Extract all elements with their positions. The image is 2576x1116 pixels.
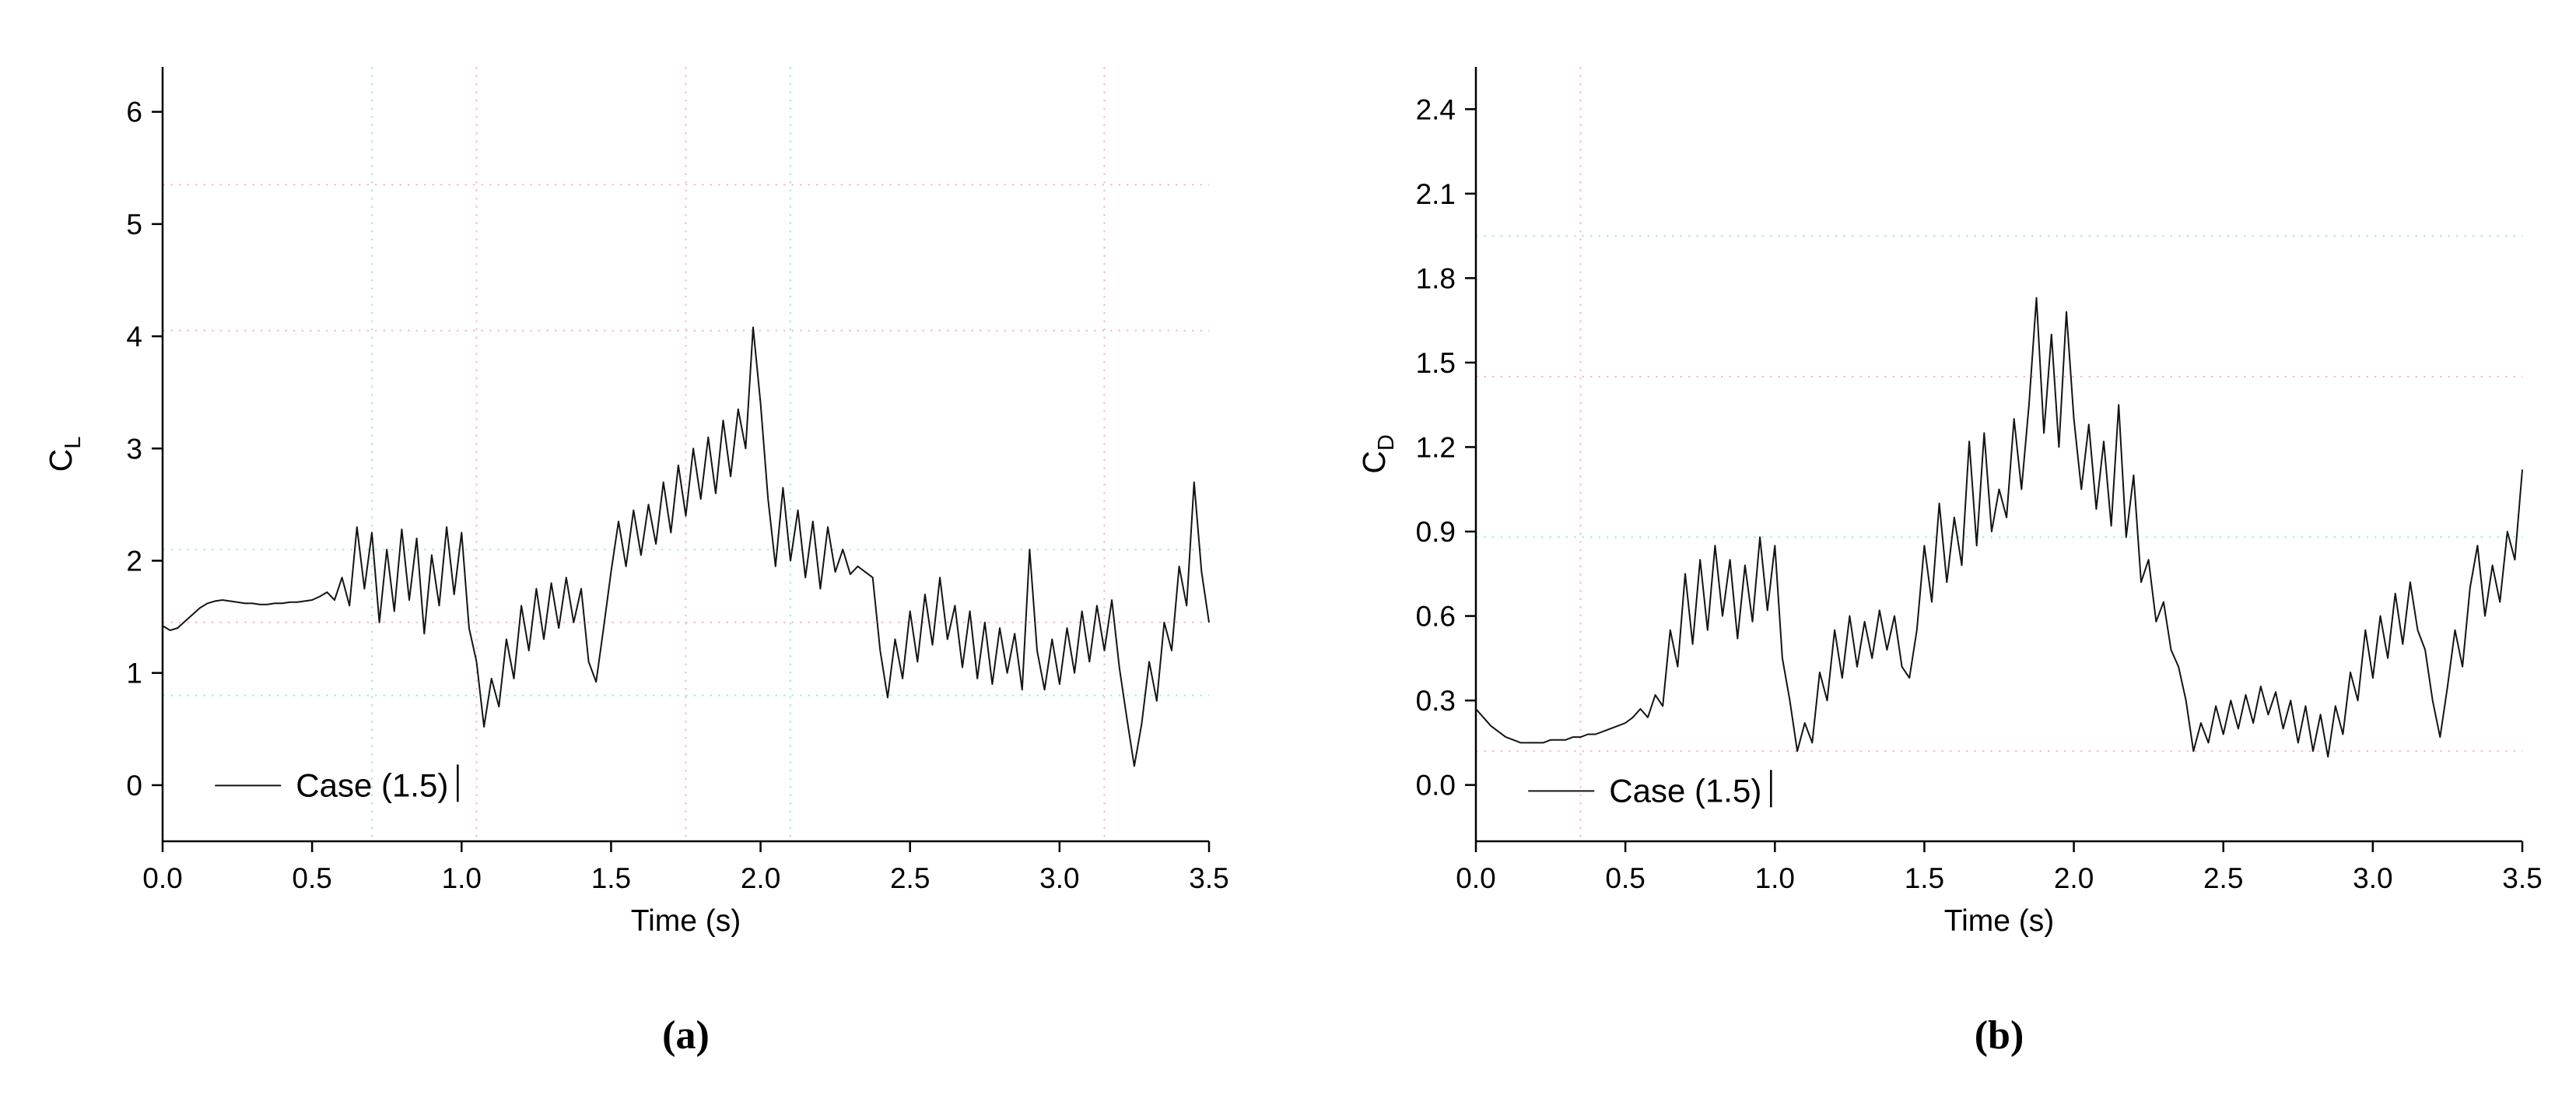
y-tick-label: 4 xyxy=(126,321,142,353)
x-tick-label: 0.0 xyxy=(142,862,182,894)
y-tick-label: 0 xyxy=(126,770,142,802)
figure-b-caption: (b) xyxy=(1974,1013,2024,1058)
drag-coefficient-chart: 0.0 0.3 0.6 0.9 1.2 1.5 1.8 2.1 2.4 0.0 0.5 1.0 1.5 2… xyxy=(1356,67,2543,938)
x-axis-title: Time (s) xyxy=(631,904,741,938)
x-tick-label: 0.5 xyxy=(292,862,331,894)
y-tick-label: 2.4 xyxy=(1416,93,1456,125)
y-tick-label: 5 xyxy=(126,209,142,240)
legend-label: Case (1.5) xyxy=(296,767,448,803)
x-tick-label: 2.5 xyxy=(890,862,930,894)
x-tick-label: 3.5 xyxy=(1189,862,1228,894)
legend-label: Case (1.5) xyxy=(1609,772,1761,809)
figure-a-caption: (a) xyxy=(662,1013,710,1058)
x-axis-title: Time (s) xyxy=(1944,904,2055,938)
y-tick-label: 1.8 xyxy=(1416,262,1456,294)
y-tick-label: 1.5 xyxy=(1416,347,1456,379)
x-tick-label: 1.5 xyxy=(591,862,631,894)
y-tick-label: 0.9 xyxy=(1416,516,1456,548)
y-tick-label: 3 xyxy=(126,433,142,465)
lift-coefficient-chart: 0 1 2 3 4 5 6 0.0 0.5 1.0 1.5 2.0 2.5 3.0 3.5 Time (s) C… xyxy=(43,67,1229,938)
y-tick-label: 1.2 xyxy=(1416,431,1456,463)
figure-a: 0 1 2 3 4 5 6 0.0 0.5 1.0 1.5 2.0 2.5 3.0 3.5 Time (s) C… xyxy=(26,28,1240,1058)
x-tick-label: 1.5 xyxy=(1905,862,1944,894)
x-tick-label: 3.0 xyxy=(2353,862,2392,894)
x-tick-label: 1.0 xyxy=(442,862,482,894)
x-tick-label: 2.5 xyxy=(2203,862,2243,894)
series-line xyxy=(162,326,1210,767)
x-tick-label: 3.5 xyxy=(2502,862,2542,894)
x-tick-label: 0.0 xyxy=(1456,862,1495,894)
y-axis-title: CL xyxy=(43,437,86,472)
y-tick-label: 6 xyxy=(126,97,142,128)
y-tick-label: 2 xyxy=(126,545,142,577)
series-line xyxy=(1475,297,2523,758)
y-tick-label: 2.1 xyxy=(1416,178,1456,210)
x-tick-label: 2.0 xyxy=(2054,862,2094,894)
x-tick-label: 2.0 xyxy=(741,862,780,894)
x-tick-label: 1.0 xyxy=(1755,862,1795,894)
y-axis-title: CD xyxy=(1356,434,1399,474)
y-tick-label: 0.0 xyxy=(1416,770,1456,802)
figure-b: 0.0 0.3 0.6 0.9 1.2 1.5 1.8 2.1 2.4 0.0 0.5 1.0 1.5 2… xyxy=(1340,28,2553,1058)
y-tick-label: 0.3 xyxy=(1416,685,1456,717)
x-tick-label: 3.0 xyxy=(1039,862,1079,894)
y-tick-label: 0.6 xyxy=(1416,601,1456,633)
y-tick-label: 1 xyxy=(126,658,142,690)
x-tick-label: 0.5 xyxy=(1605,862,1645,894)
